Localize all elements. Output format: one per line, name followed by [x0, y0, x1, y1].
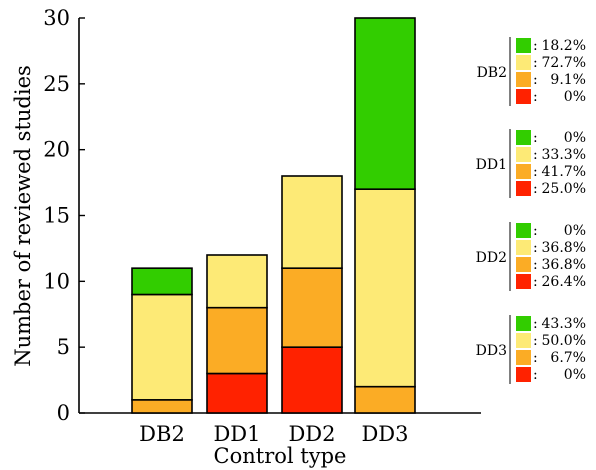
bar-segment-dd2-1: [281, 267, 343, 348]
legend-swatch: [516, 274, 531, 289]
legend-percentage: 33.3%: [542, 147, 586, 163]
legend-group-label-db2: DB2: [477, 65, 507, 81]
legend-percentage: 72.7%: [542, 55, 586, 71]
legend-colon: :: [533, 316, 538, 332]
legend-swatch: [516, 350, 531, 365]
legend-swatch: [516, 130, 531, 145]
legend-percentage: 0%: [564, 367, 586, 383]
legend-swatch: [516, 164, 531, 179]
legend-percentage: 9.1%: [550, 72, 586, 88]
legend-swatch: [516, 72, 531, 87]
legend-swatch: [516, 181, 531, 196]
legend-percentage: 0%: [564, 89, 586, 105]
legend-percentage: 0%: [564, 130, 586, 146]
legend-group-label-dd1: DD1: [476, 157, 507, 173]
y-axis-title: Number of reviewed studies: [11, 65, 35, 367]
legend-swatch: [516, 89, 531, 104]
legend-colon: :: [533, 367, 538, 383]
y-tick-label: 25: [43, 72, 70, 96]
legend-colon: :: [533, 274, 538, 290]
y-tick-label: 5: [57, 335, 70, 359]
x-tick-label-dd2: DD2: [288, 422, 335, 446]
x-tick-label-db2: DB2: [139, 422, 185, 446]
bar-segment-dd2-0: [281, 346, 343, 414]
legend-swatch: [516, 55, 531, 70]
legend-swatch: [516, 316, 531, 331]
legend-swatch: [516, 257, 531, 272]
legend-colon: :: [533, 72, 538, 88]
legend-percentage: 26.4%: [542, 274, 586, 290]
legend-colon: :: [533, 147, 538, 163]
bar-segment-dd3-2: [354, 188, 416, 388]
legend: DB2: 18.2%: 72.7%: 9.1%: 0%DD1: 0%: 33.3%: 41.7…: [476, 37, 586, 384]
legend-percentage: 50.0%: [542, 333, 586, 349]
legend-percentage: 36.8%: [542, 240, 586, 256]
legend-percentage: 0%: [564, 223, 586, 239]
legend-swatch: [516, 333, 531, 348]
legend-swatch: [516, 240, 531, 255]
y-tick-label: 10: [43, 269, 70, 293]
legend-colon: :: [533, 130, 538, 146]
legend-percentage: 41.7%: [542, 164, 586, 180]
legend-percentage: 43.3%: [542, 316, 586, 332]
legend-swatch: [516, 38, 531, 53]
legend-group-label-dd2: DD2: [476, 250, 507, 266]
legend-swatch: [516, 147, 531, 162]
legend-colon: :: [533, 223, 538, 239]
y-tick-label: 20: [43, 138, 70, 162]
bar-segment-dd1-2: [206, 254, 268, 309]
legend-percentage: 36.8%: [542, 257, 586, 273]
y-tick-label: 30: [43, 6, 70, 30]
bar-segment-dd1-1: [206, 306, 268, 375]
legend-colon: :: [533, 333, 538, 349]
bar-segment-db2-1: [131, 399, 193, 414]
legend-colon: :: [533, 89, 538, 105]
y-tick-label: 15: [43, 204, 70, 228]
bar-segment-dd3-3: [354, 17, 416, 190]
x-axis-title: Control type: [214, 444, 347, 468]
legend-group-label-dd3: DD3: [476, 343, 507, 359]
legend-swatch: [516, 223, 531, 238]
legend-colon: :: [533, 164, 538, 180]
legend-colon: :: [533, 181, 538, 197]
bar-segment-db2-2: [131, 293, 193, 401]
legend-percentage: 18.2%: [542, 38, 586, 54]
x-tick-label-dd1: DD1: [213, 422, 260, 446]
bar-segment-db2-3: [131, 267, 193, 296]
legend-colon: :: [533, 240, 538, 256]
legend-colon: :: [533, 38, 538, 54]
legend-colon: :: [533, 257, 538, 273]
y-tick-label: 0: [57, 401, 70, 425]
legend-colon: :: [533, 55, 538, 71]
legend-percentage: 6.7%: [550, 350, 586, 366]
plot-area: 0 5 10 15 20 25 30 DB2 DD1 DD2 DD3 Control type Numb…: [11, 6, 481, 468]
x-tick-label-dd3: DD3: [361, 422, 408, 446]
bar-segment-dd3-1: [354, 385, 416, 414]
legend-colon: :: [533, 350, 538, 366]
bar-segment-dd2-2: [281, 175, 343, 269]
bar-segment-dd1-0: [206, 372, 268, 414]
legend-percentage: 25.0%: [542, 181, 586, 197]
legend-swatch: [516, 367, 531, 382]
